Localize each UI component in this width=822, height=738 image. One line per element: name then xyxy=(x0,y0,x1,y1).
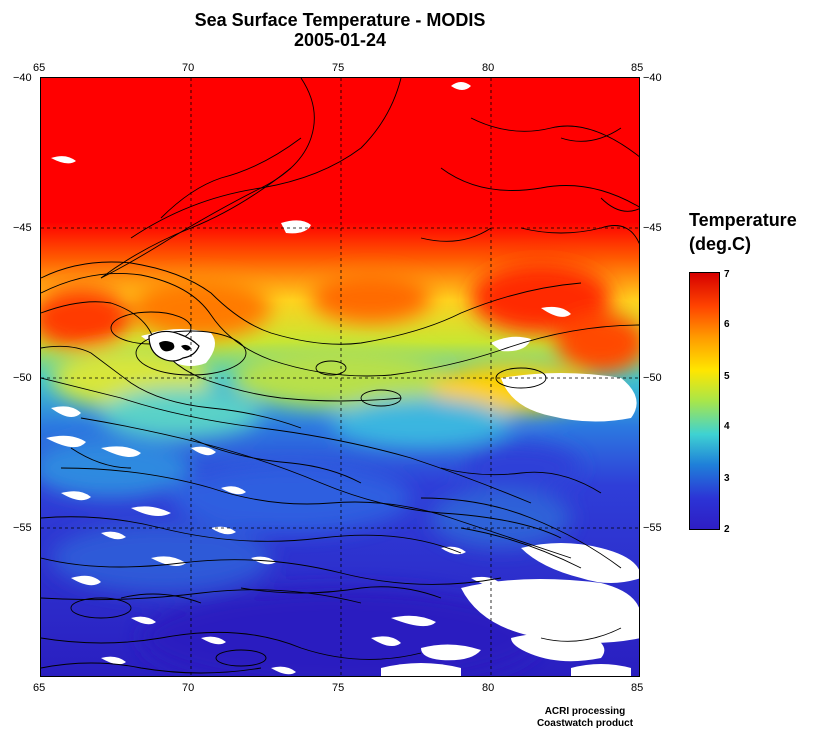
sst-map-canvas xyxy=(41,78,639,676)
lon-tick-bottom-85: 85 xyxy=(631,682,644,694)
lat-tick-left-55: −55 xyxy=(13,522,32,534)
lon-tick-bottom-75: 75 xyxy=(332,682,345,694)
lon-tick-top-70: 70 xyxy=(182,62,195,74)
lon-tick-bottom-65: 65 xyxy=(33,682,46,694)
colorbar-tick-7: 7 xyxy=(724,269,730,280)
lat-tick-left-50: −50 xyxy=(13,372,32,384)
title-line-1: Sea Surface Temperature - MODIS xyxy=(194,10,486,30)
lat-tick-left-40: −40 xyxy=(13,72,32,84)
colorbar-tick-5: 5 xyxy=(724,371,730,382)
graticule xyxy=(41,78,639,676)
cloud-patches xyxy=(46,82,639,676)
lat-tick-right-45: −45 xyxy=(643,222,662,234)
lon-tick-bottom-70: 70 xyxy=(182,682,195,694)
colorbar-scale xyxy=(689,272,720,530)
lon-tick-top-85: 85 xyxy=(631,62,644,74)
sst-map xyxy=(40,77,640,677)
colorbar-tick-4: 4 xyxy=(724,421,730,432)
colorbar-title-line-2: (deg.C) xyxy=(689,234,751,254)
colorbar-tick-2: 2 xyxy=(724,524,730,535)
lon-tick-top-75: 75 xyxy=(332,62,345,74)
lon-tick-top-65: 65 xyxy=(33,62,46,74)
chart-title: Sea Surface Temperature - MODIS 2005-01-… xyxy=(40,10,640,50)
lat-tick-right-55: −55 xyxy=(643,522,662,534)
colorbar-title: Temperature (deg.C) xyxy=(689,208,797,256)
colorbar-title-line-1: Temperature xyxy=(689,210,797,230)
lon-tick-bottom-80: 80 xyxy=(482,682,495,694)
lat-tick-right-40: −40 xyxy=(643,72,662,84)
credit-line-2: Coastwatch product xyxy=(536,718,634,729)
sst-variations xyxy=(41,263,639,676)
title-line-2: 2005-01-24 xyxy=(293,30,387,50)
lon-tick-top-80: 80 xyxy=(482,62,495,74)
island-landmass xyxy=(148,330,200,362)
lat-tick-right-50: −50 xyxy=(643,372,662,384)
credit-line-1: ACRI processing xyxy=(544,706,626,717)
colorbar-tick-6: 6 xyxy=(724,319,730,330)
colorbar-tick-3: 3 xyxy=(724,473,730,484)
bathymetry-contours xyxy=(41,78,639,674)
lat-tick-left-45: −45 xyxy=(13,222,32,234)
